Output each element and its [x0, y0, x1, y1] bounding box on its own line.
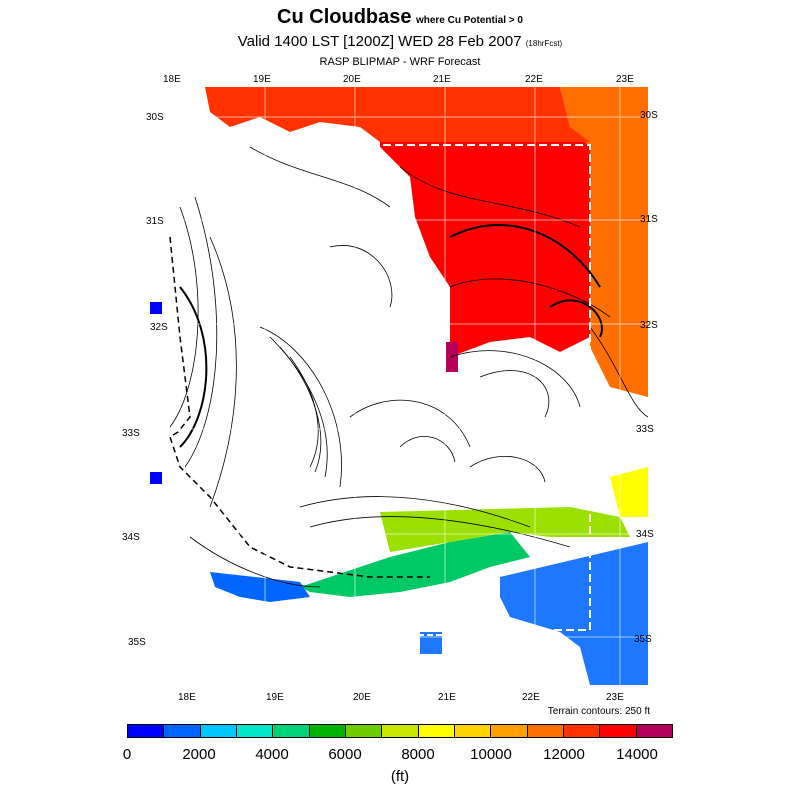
lon-label-top: 19E — [253, 74, 271, 85]
colorbar-swatch — [345, 725, 383, 737]
cloudbase-region-yellow — [610, 467, 648, 517]
colorbar — [127, 724, 673, 738]
lat-label-right: 32S — [640, 320, 658, 331]
colorbar-swatch — [527, 725, 564, 737]
forecast-source: RASP BLIPMAP - WRF Forecast — [319, 56, 481, 68]
colorbar-swatch — [491, 725, 528, 737]
colorbar-swatch — [454, 725, 492, 737]
colorbar-swatch — [236, 725, 274, 737]
colorbar-swatch — [636, 725, 672, 737]
lat-label-right: 34S — [636, 529, 654, 540]
lat-label-right: 35S — [634, 634, 652, 645]
cloudbase-region-darkblue — [150, 472, 162, 484]
forecast-hours: (18hrFcst) — [525, 39, 563, 48]
terrain-contour-note: Terrain contours: 250 ft — [547, 706, 650, 717]
coastline — [169, 236, 430, 578]
map-title: Cu Cloudbase where Cu Potential > 0 — [0, 6, 800, 29]
colorbar-tick: 12000 — [543, 746, 585, 763]
lon-label-bottom: 22E — [522, 692, 540, 703]
cloudbase-region-blue — [500, 542, 648, 685]
cloudbase-region-green — [300, 532, 530, 597]
colorbar-swatch — [200, 725, 237, 737]
lat-label-left: 33S — [122, 428, 140, 439]
colorbar-tick: 0 — [122, 746, 132, 763]
lon-label-bottom: 20E — [353, 692, 371, 703]
colorbar-swatch — [382, 725, 419, 737]
inner-domain-boundary — [400, 629, 468, 636]
colorbar-tick: 10000 — [470, 746, 512, 763]
terrain-contours-bold — [179, 224, 603, 448]
colorbar-swatch — [563, 725, 601, 737]
map-canvas — [150, 87, 648, 685]
lon-label-top: 23E — [616, 74, 634, 85]
colorbar-tick: 8000 — [401, 746, 435, 763]
lon-label-bottom: 21E — [438, 692, 456, 703]
cloudbase-peak — [446, 342, 458, 372]
lon-label-bottom: 18E — [178, 692, 196, 703]
lat-label-right: 31S — [640, 214, 658, 225]
colorbar-swatch — [600, 725, 637, 737]
colorbar-swatch — [128, 725, 165, 737]
terrain-contours — [169, 146, 648, 588]
lat-label-right: 33S — [636, 424, 654, 435]
title-main: Cu Cloudbase — [277, 6, 412, 28]
lat-lon-grid — [150, 87, 648, 685]
colorbar-tick: 6000 — [328, 746, 362, 763]
lon-label-top: 20E — [343, 74, 361, 85]
cloudbase-region-darkblue — [150, 302, 162, 314]
cloudbase-region-lime — [380, 507, 630, 552]
colorbar-swatch — [309, 725, 346, 737]
cloudbase-region-high — [380, 137, 590, 357]
lon-label-top: 22E — [525, 74, 543, 85]
colorbar-swatch — [273, 725, 310, 737]
colorbar-unit: (ft) — [390, 768, 410, 785]
lon-label-top: 21E — [433, 74, 451, 85]
lon-label-top: 18E — [163, 74, 181, 85]
lon-label-bottom: 19E — [266, 692, 284, 703]
colorbar-swatch — [164, 725, 201, 737]
cloudbase-region-blue — [210, 572, 310, 602]
valid-time: Valid 1400 LST [1200Z] WED 28 Feb 2007 (… — [0, 33, 800, 50]
inner-domain-boundary — [383, 144, 591, 631]
lat-label-left: 35S — [128, 637, 146, 648]
lat-label-left: 32S — [150, 322, 168, 333]
cloudbase-region-orange — [560, 87, 648, 397]
lat-label-left: 30S — [146, 112, 164, 123]
colorbar-tick: 14000 — [616, 746, 658, 763]
title-qualifier: where Cu Potential > 0 — [415, 15, 523, 26]
lat-label-left: 31S — [146, 216, 164, 227]
lat-label-left: 34S — [122, 532, 140, 543]
lon-label-bottom: 23E — [606, 692, 624, 703]
colorbar-tick: 2000 — [182, 746, 216, 763]
colorbar-swatch — [418, 725, 455, 737]
cloudbase-map — [150, 87, 648, 685]
colorbar-tick: 4000 — [255, 746, 289, 763]
cloudbase-region-top — [205, 87, 590, 142]
valid-time-text: Valid 1400 LST [1200Z] WED 28 Feb 2007 — [237, 33, 522, 50]
lat-label-right: 30S — [640, 110, 658, 121]
